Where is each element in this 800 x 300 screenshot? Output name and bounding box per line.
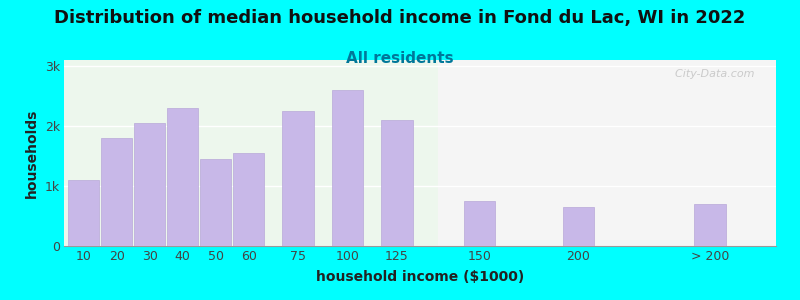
Bar: [68, 180, 99, 246]
Text: City-Data.com: City-Data.com: [668, 69, 754, 79]
Bar: [134, 123, 166, 246]
Bar: [167, 108, 198, 246]
Bar: [200, 159, 231, 246]
Bar: [562, 207, 594, 246]
Bar: [233, 153, 264, 246]
Bar: [64, 60, 438, 246]
Bar: [694, 204, 726, 246]
X-axis label: household income ($1000): household income ($1000): [316, 270, 524, 284]
Y-axis label: households: households: [25, 108, 39, 198]
Bar: [101, 138, 132, 246]
Bar: [382, 120, 413, 246]
Text: Distribution of median household income in Fond du Lac, WI in 2022: Distribution of median household income …: [54, 9, 746, 27]
Text: All residents: All residents: [346, 51, 454, 66]
Bar: [282, 111, 314, 246]
Bar: [464, 201, 495, 246]
Bar: [438, 60, 776, 246]
Bar: [332, 90, 363, 246]
